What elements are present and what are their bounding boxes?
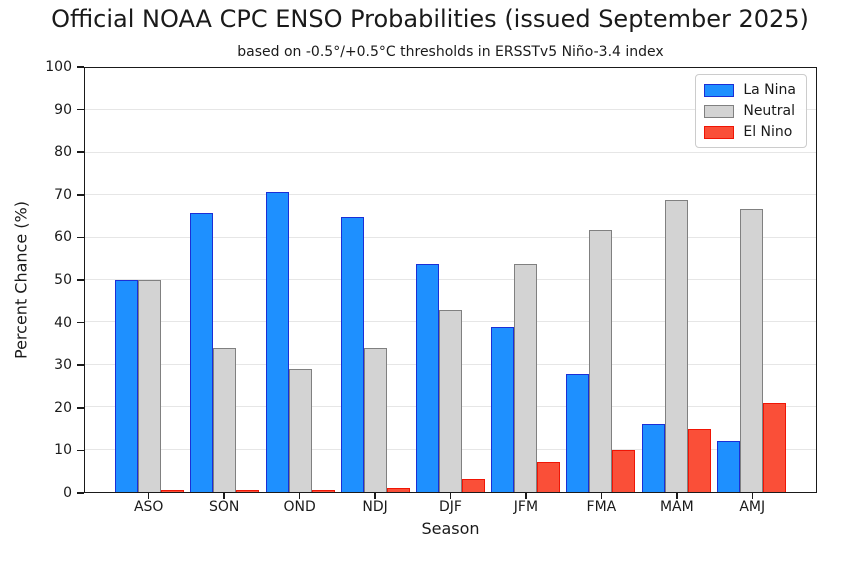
bar-el-nino-ndj	[386, 488, 410, 492]
legend-item-la-nina: La Nina	[704, 82, 796, 98]
gridline-50	[85, 279, 816, 280]
y-tick-mark-0	[77, 492, 84, 494]
bar-el-nino-mam	[687, 429, 711, 492]
bar-neutral-amj	[739, 209, 763, 492]
y-tick-mark-100	[77, 66, 84, 68]
bar-neutral-djf	[438, 310, 462, 492]
bar-el-nino-djf	[461, 479, 485, 492]
bar-el-nino-son	[236, 490, 260, 492]
y-tick-mark-10	[77, 449, 84, 452]
bar-la-nina-ond	[265, 192, 289, 492]
bar-la-nina-ndj	[340, 217, 364, 492]
x-tick-label-jfm: JFM	[513, 499, 539, 515]
bar-la-nina-amj	[716, 441, 740, 492]
legend-label-neutral: Neutral	[743, 103, 796, 119]
bar-neutral-mam	[664, 200, 688, 492]
bar-group-ndj	[338, 68, 413, 492]
bar-la-nina-aso	[115, 280, 139, 492]
bar-la-nina-djf	[415, 264, 439, 492]
x-tick-label-ndj: NDJ	[362, 499, 388, 515]
x-tick-label-fma: FMA	[586, 499, 617, 515]
y-tick-label-80: 80	[54, 144, 72, 161]
y-tick-label-50: 50	[54, 272, 72, 288]
gridline-80	[85, 151, 816, 153]
y-tick-label-60: 60	[54, 229, 72, 246]
bar-el-nino-aso	[161, 490, 185, 492]
legend-item-neutral: Neutral	[704, 103, 796, 119]
chart-title: Official NOAA CPC ENSO Probabilities (is…	[51, 5, 809, 33]
x-tick-label-djf: DJF	[439, 499, 462, 515]
x-tick-label-son: SON	[208, 499, 240, 515]
y-tick-mark-90	[77, 108, 84, 111]
bar-neutral-son	[213, 348, 237, 492]
x-tick-mark-jfm	[525, 493, 527, 499]
x-tick-mark-mam	[676, 493, 678, 499]
x-tick-mark-fma	[600, 493, 603, 499]
y-tick-label-100: 100	[45, 59, 72, 75]
y-tick-mark-40	[77, 321, 84, 324]
bar-el-nino-jfm	[537, 462, 561, 492]
y-tick-label-70: 70	[54, 186, 72, 203]
chart-subtitle: based on -0.5°/+0.5°C thresholds in ERSS…	[237, 44, 664, 60]
x-axis-label: Season	[421, 519, 480, 538]
y-tick-mark-20	[77, 407, 84, 409]
x-tick-mark-djf	[449, 493, 452, 499]
bar-la-nina-mam	[641, 424, 665, 492]
bar-la-nina-jfm	[491, 327, 515, 492]
gridline-60	[85, 236, 816, 238]
x-tick-mark-aso	[147, 493, 150, 499]
bar-group-mam	[639, 68, 714, 492]
bar-la-nina-son	[190, 213, 214, 492]
y-tick-label-10: 10	[54, 442, 72, 459]
bar-group-son	[187, 68, 262, 492]
bar-group-amj	[714, 68, 789, 492]
y-tick-label-90: 90	[54, 101, 72, 118]
bar-neutral-fma	[589, 230, 613, 492]
bar-group-fma	[563, 68, 638, 492]
legend-swatch-la-nina	[704, 83, 735, 97]
bar-el-nino-ond	[311, 490, 335, 492]
bar-la-nina-fma	[566, 374, 590, 492]
bar-group-jfm	[488, 68, 563, 492]
legend-label-la-nina: La Nina	[743, 82, 796, 98]
legend-swatch-neutral	[704, 104, 735, 118]
y-tick-label-20: 20	[54, 399, 72, 416]
y-tick-mark-60	[77, 236, 84, 239]
x-tick-label-ond: OND	[283, 499, 316, 515]
legend: La Nina Neutral El Nino	[695, 74, 807, 148]
bar-neutral-aso	[138, 280, 162, 492]
plot-area: La Nina Neutral El Nino	[84, 67, 817, 493]
y-tick-mark-80	[77, 151, 84, 153]
x-tick-mark-son	[223, 493, 225, 499]
x-tick-mark-ond	[298, 493, 301, 499]
bar-group-aso	[112, 68, 187, 492]
y-tick-label-0: 0	[63, 485, 72, 501]
bar-neutral-ndj	[363, 348, 387, 492]
y-tick-mark-70	[77, 194, 84, 196]
y-tick-mark-50	[77, 279, 84, 281]
bar-group-ond	[262, 68, 337, 492]
bar-neutral-jfm	[514, 264, 538, 492]
x-tick-label-amj: AMJ	[739, 499, 766, 515]
x-tick-mark-ndj	[374, 493, 376, 499]
gridline-90	[85, 109, 816, 111]
bar-neutral-ond	[288, 369, 312, 492]
x-tick-mark-amj	[751, 493, 754, 499]
y-tick-label-30: 30	[54, 357, 72, 374]
x-tick-label-mam: MAM	[659, 499, 694, 515]
bar-el-nino-fma	[612, 450, 636, 492]
legend-item-el-nino: El Nino	[704, 124, 796, 140]
gridline-70	[85, 194, 816, 196]
legend-label-el-nino: El Nino	[743, 124, 793, 140]
x-tick-label-aso: ASO	[133, 499, 164, 515]
bar-groups	[85, 68, 816, 492]
legend-swatch-el-nino	[704, 125, 735, 139]
y-tick-label-40: 40	[54, 314, 72, 331]
bar-el-nino-amj	[762, 403, 786, 492]
bar-group-djf	[413, 68, 488, 492]
y-tick-mark-30	[77, 364, 84, 366]
